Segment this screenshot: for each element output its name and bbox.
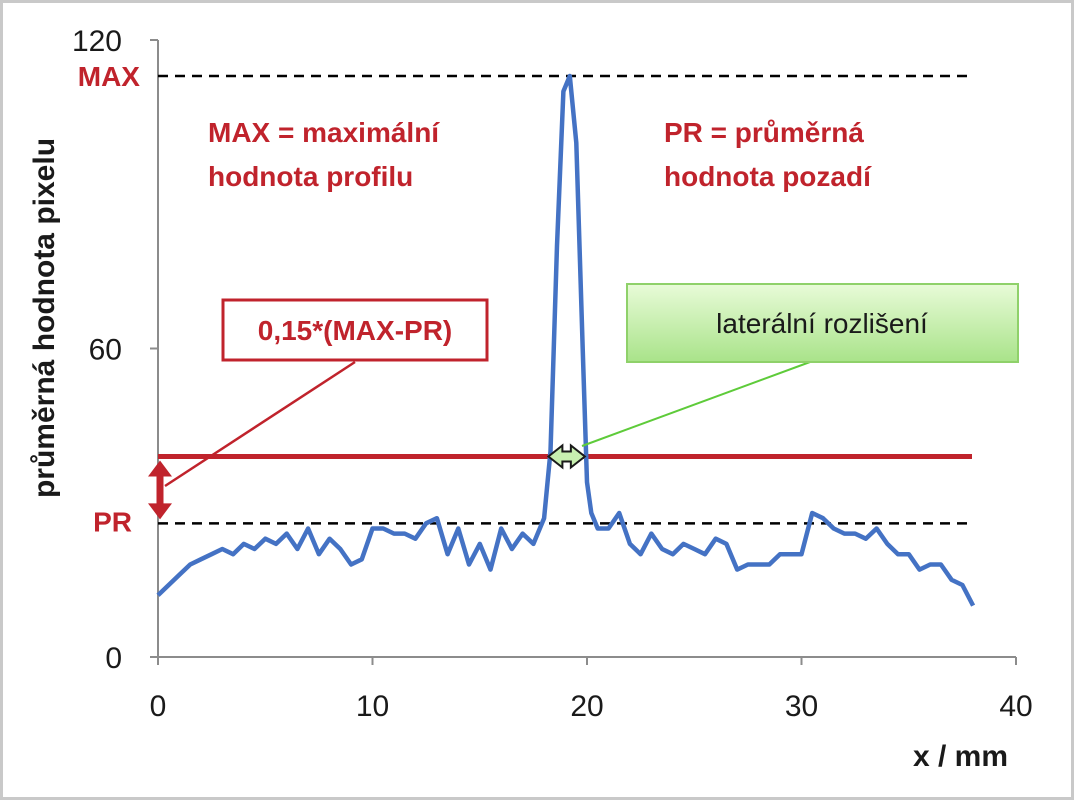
- y-axis-title: průměrná hodnota pixelu: [28, 138, 61, 498]
- x-tick-label-2: 20: [570, 690, 603, 723]
- pr-tick-label: PR: [93, 506, 132, 537]
- pr-note-line1: PR = průměrná: [664, 117, 864, 148]
- formula-callout-line: [164, 360, 356, 488]
- threshold-height-arrow: [148, 460, 172, 520]
- y-tick-label-1: 60: [89, 334, 122, 367]
- max-note-line2: hodnota profilu: [208, 161, 413, 192]
- red-arrow-head-top: [148, 460, 172, 477]
- resolution-box: [626, 283, 1019, 363]
- x-tick-label-4: 40: [999, 690, 1032, 723]
- lateral-resolution-arrow: [546, 443, 587, 470]
- formula-box: [221, 298, 489, 362]
- y-tick-label-0: 0: [105, 642, 122, 675]
- x-tick-label-1: 10: [356, 690, 389, 723]
- pr-note-line2: hodnota pozadí: [664, 161, 872, 192]
- x-axis-title: x / mm: [913, 740, 1008, 773]
- x-tick-label-3: 30: [785, 690, 818, 723]
- series-line: [156, 73, 976, 607]
- resolution-callout-line: [581, 361, 811, 447]
- green-double-arrow: [546, 443, 587, 470]
- max-note-line1: MAX = maximální: [208, 117, 440, 148]
- red-arrow-head-bottom: [148, 503, 172, 520]
- formula-box-label: 0,15*(MAX-PR): [258, 315, 452, 346]
- resolution-box-label: laterální rozlišení: [716, 308, 928, 339]
- max-tick-label: MAX: [78, 61, 141, 92]
- y-tick-label-2: 120: [72, 25, 122, 58]
- x-tick-label-0: 0: [150, 690, 167, 723]
